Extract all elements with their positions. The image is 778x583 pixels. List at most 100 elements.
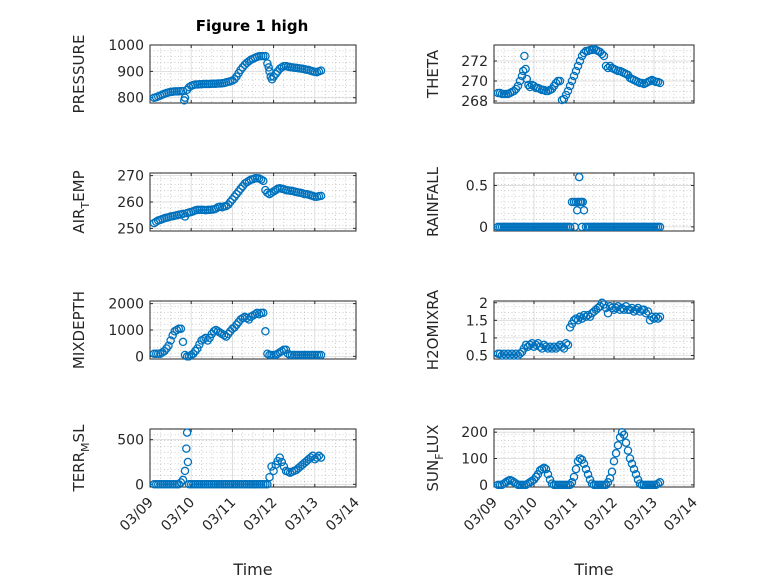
data-point — [160, 346, 169, 356]
data-point — [182, 444, 191, 453]
data-point — [264, 63, 273, 72]
data-point — [575, 56, 585, 66]
data-point — [574, 172, 584, 182]
data-point — [263, 349, 272, 358]
y-tick-label: 260 — [117, 195, 144, 211]
data-point — [651, 312, 661, 322]
data-point — [316, 66, 326, 75]
data-point — [176, 478, 186, 487]
data-point — [563, 340, 573, 350]
y-tick-label: 200 — [461, 425, 488, 441]
y-axis-label: MIXDEPTH — [70, 291, 88, 369]
data-point — [261, 327, 270, 336]
data-point — [166, 336, 175, 345]
data-point — [543, 470, 553, 479]
data-point — [603, 63, 613, 73]
data-point — [607, 303, 617, 313]
data-point — [597, 49, 607, 59]
data-point — [567, 76, 577, 86]
data-point — [569, 71, 579, 81]
data-point — [621, 438, 631, 447]
y-tick-label: 0.5 — [466, 348, 488, 364]
data-point — [236, 184, 245, 194]
data-point — [224, 200, 233, 209]
data-point — [209, 327, 219, 336]
data-point — [509, 351, 519, 360]
y-tick-label: 268 — [461, 94, 488, 110]
data-point — [271, 185, 280, 195]
data-point — [525, 340, 535, 350]
y-tick-label: 800 — [117, 91, 144, 107]
data-point — [180, 466, 190, 476]
data-point — [633, 475, 643, 484]
data-point — [575, 312, 585, 322]
data-point — [191, 346, 200, 356]
data-point — [306, 453, 315, 462]
subplot-4: 0 0.5 RAINFALL — [424, 166, 695, 237]
data-point — [583, 470, 593, 479]
data-point — [254, 309, 264, 319]
data-point — [511, 349, 521, 358]
data-point — [316, 453, 326, 462]
data-point — [577, 222, 587, 232]
data-point — [655, 478, 665, 487]
y-axis-label: TERRMSL — [70, 424, 92, 493]
data-point — [522, 74, 532, 84]
data-point — [603, 478, 613, 487]
data-point — [629, 464, 639, 474]
data-point — [601, 480, 611, 490]
data-point — [553, 342, 563, 351]
data-point — [195, 340, 204, 349]
y-tick-label: 100 — [461, 452, 488, 468]
data-point — [653, 479, 663, 488]
data-point — [549, 342, 559, 351]
data-point — [583, 310, 593, 320]
data-point — [587, 479, 597, 488]
y-tick-label: 0 — [479, 220, 488, 236]
data-point — [518, 66, 528, 76]
data-point — [267, 188, 276, 198]
data-point — [172, 325, 182, 335]
data-point — [238, 313, 247, 323]
data-point — [219, 331, 229, 340]
data-point — [211, 204, 221, 213]
data-point — [256, 175, 266, 184]
data-point — [619, 430, 629, 440]
data-point — [261, 51, 270, 61]
data-point — [565, 222, 575, 232]
data-point — [164, 341, 173, 351]
data-point — [265, 472, 274, 482]
data-point — [525, 82, 535, 92]
data-point — [277, 63, 287, 72]
y-tick-label: 500 — [117, 433, 144, 449]
data-point — [555, 76, 565, 86]
data-point — [221, 332, 231, 341]
data-point — [236, 65, 245, 75]
y-axis-label: AIRTEMP — [70, 170, 92, 233]
x-axis-label: Time — [573, 560, 613, 579]
data-point — [524, 80, 533, 90]
data-point — [529, 475, 539, 484]
data-point — [627, 459, 637, 469]
data-point — [316, 350, 326, 360]
data-point — [655, 78, 665, 88]
data-point — [182, 428, 192, 437]
data-point — [511, 479, 521, 488]
y-tick-label: 270 — [117, 169, 144, 185]
data-point — [653, 314, 663, 323]
data-point — [611, 303, 621, 313]
data-point — [547, 479, 557, 488]
data-point — [279, 462, 289, 471]
data-point — [563, 86, 573, 96]
data-point — [573, 61, 583, 71]
data-point — [559, 94, 569, 104]
data-point — [551, 78, 561, 88]
y-tick-label: 0.5 — [466, 178, 488, 194]
data-point — [575, 454, 585, 463]
data-point — [232, 189, 241, 199]
data-point — [269, 72, 278, 81]
data-point — [571, 314, 581, 323]
subplot-3: 250 260 270 AIRTEMP — [70, 169, 357, 237]
data-point — [236, 315, 245, 324]
data-point — [501, 351, 511, 360]
